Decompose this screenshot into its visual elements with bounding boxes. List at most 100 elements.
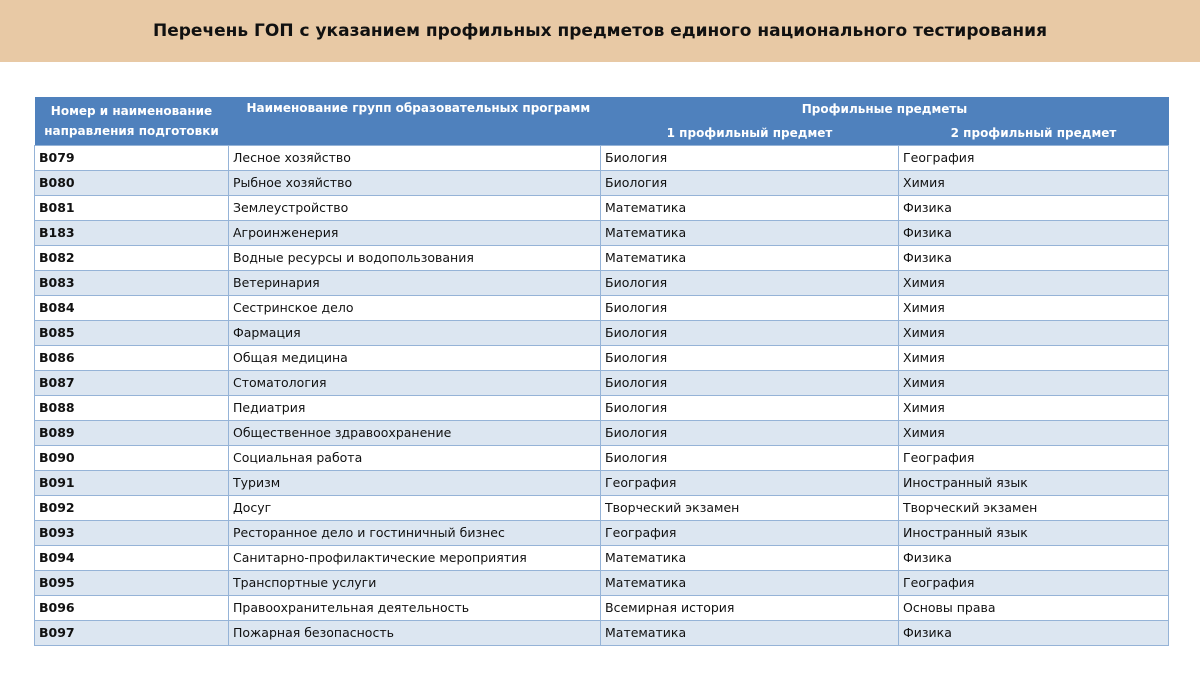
cell: Биология [600, 444, 899, 471]
cell: Физика [898, 544, 1169, 571]
table-row: B091 Туризм География Иностранный язык [34, 469, 1169, 496]
cell: Химия [898, 294, 1169, 321]
code-cell: B088 [34, 394, 229, 421]
cell: Общая медицина [228, 344, 601, 371]
cell: Физика [898, 194, 1169, 221]
cell: Иностранный язык [898, 519, 1169, 546]
table-row: B080 Рыбное хозяйство Биология Химия [34, 169, 1169, 196]
code-cell: B083 [34, 269, 229, 296]
table-row: B085 Фармация Биология Химия [34, 319, 1169, 346]
cell: Всемирная история [600, 594, 899, 621]
cell: Химия [898, 369, 1169, 396]
cell: Биология [600, 344, 899, 371]
code-cell: B183 [34, 219, 229, 246]
table-row: B093 Ресторанное дело и гостиничный бизне… [34, 519, 1169, 546]
cell: Математика [600, 244, 899, 271]
table-row: B086 Общая медицина Биология Химия [34, 344, 1169, 371]
table-row: B083 Ветеринария Биология Химия [34, 269, 1169, 296]
cell: Биология [600, 394, 899, 421]
cell: Лесное хозяйство [228, 144, 601, 171]
code-cell: B092 [34, 494, 229, 521]
cell: Творческий экзамен [898, 494, 1169, 521]
cell: Правоохранительная деятельность [228, 594, 601, 621]
code-cell: B096 [34, 594, 229, 621]
table-row: B096 Правоохранительная деятельность Всеми… [34, 594, 1169, 621]
code-cell: B089 [34, 419, 229, 446]
cell: Математика [600, 569, 899, 596]
cell: Рыбное хозяйство [228, 169, 601, 196]
code-cell: B079 [34, 144, 229, 171]
code-cell: B082 [34, 244, 229, 271]
table: Номер и наименование направления подгото… [34, 97, 1169, 646]
cell: Физика [898, 244, 1169, 271]
cell: Социальная работа [228, 444, 601, 471]
table-row: B089 Общественное здравоохранение Биология… [34, 419, 1169, 446]
code-cell: B093 [34, 519, 229, 546]
cell: Химия [898, 169, 1169, 196]
cell: Сестринское дело [228, 294, 601, 321]
table-row: B097 Пожарная безопасность Математика Физик… [34, 619, 1169, 646]
cell: Биология [600, 419, 899, 446]
cell: География [898, 569, 1169, 596]
cell: Химия [898, 269, 1169, 296]
cell: Досуг [228, 494, 601, 521]
cell: Математика [600, 619, 899, 646]
code-cell: B086 [34, 344, 229, 371]
cell: Биология [600, 369, 899, 396]
cell: Биология [600, 269, 899, 296]
cell: Ресторанное дело и гостиничный бизнес [228, 519, 601, 546]
code-cell: B084 [34, 294, 229, 321]
table-row: B082 Водные ресурсы и водопользования Мате… [34, 244, 1169, 271]
cell: Туризм [228, 469, 601, 496]
cell: Физика [898, 619, 1169, 646]
code-cell: B095 [34, 569, 229, 596]
code-cell: B080 [34, 169, 229, 196]
cell: География [600, 519, 899, 546]
cell: География [898, 144, 1169, 171]
table-row: B090 Социальная работа Биология География [34, 444, 1169, 471]
table-row: B094 Санитарно-профилактические мероприят… [34, 544, 1169, 571]
table-row: B183 Агроинженерия Математика Физика [34, 219, 1169, 246]
cell: Фармация [228, 319, 601, 346]
cell: Математика [600, 194, 899, 221]
column-header: Номер и наименование направления подгото… [34, 97, 229, 145]
cell: География [898, 444, 1169, 471]
code-cell: B094 [34, 544, 229, 571]
cell: Биология [600, 294, 899, 321]
table-row: B081 Землеустройство Математика Физика [34, 194, 1169, 221]
cell: Математика [600, 219, 899, 246]
code-cell: B097 [34, 619, 229, 646]
table-row: B079 Лесное хозяйство Биология География [34, 144, 1169, 171]
column-header: Наименование групп образовательных прогр… [228, 97, 601, 145]
banner: Перечень ГОП с указанием профильных пред… [0, 0, 1200, 62]
title: Перечень ГОП с указанием профильных пред… [152, 21, 1047, 41]
cell: География [600, 469, 899, 496]
code-cell: B081 [34, 194, 229, 221]
column-header: Профильные предметы [600, 97, 1169, 121]
cell: Химия [898, 344, 1169, 371]
cell: Пожарная безопасность [228, 619, 601, 646]
table-row: B095 Транспортные услуги Математика Географ… [34, 569, 1169, 596]
cell: Стоматология [228, 369, 601, 396]
cell: Агроинженерия [228, 219, 601, 246]
cell: Творческий экзамен [600, 494, 899, 521]
cell: Химия [898, 319, 1169, 346]
cell: Биология [600, 319, 899, 346]
code-cell: B087 [34, 369, 229, 396]
table-row: B087 Стоматология Биология Химия [34, 369, 1169, 396]
cell: Землеустройство [228, 194, 601, 221]
column-header: 1 профильный предмет [600, 121, 899, 145]
cell: Химия [898, 394, 1169, 421]
cell: Транспортные услуги [228, 569, 601, 596]
cell: Химия [898, 419, 1169, 446]
code-cell: B090 [34, 444, 229, 471]
table-row: B088 Педиатрия Биология Химия [34, 394, 1169, 421]
cell: Биология [600, 169, 899, 196]
cell: Основы права [898, 594, 1169, 621]
cell: Педиатрия [228, 394, 601, 421]
cell: Водные ресурсы и водопользования [228, 244, 601, 271]
cell: Санитарно-профилактические мероприятия [228, 544, 601, 571]
cell: Ветеринария [228, 269, 601, 296]
code-cell: B091 [34, 469, 229, 496]
